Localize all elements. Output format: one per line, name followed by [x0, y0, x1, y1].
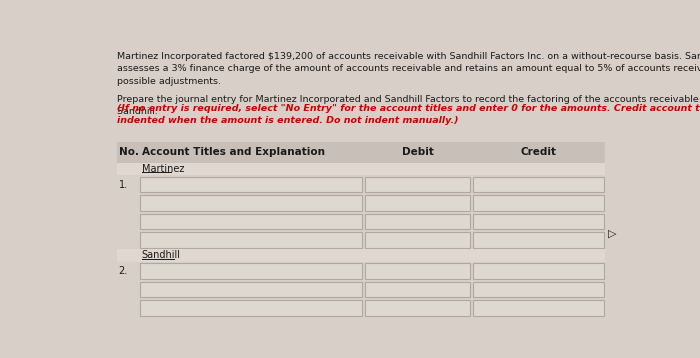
Bar	[365, 214, 470, 229]
Text: Debit: Debit	[402, 147, 433, 157]
Text: No.: No.	[118, 147, 139, 157]
Text: 2.: 2.	[118, 266, 127, 276]
Bar	[473, 300, 603, 315]
Text: Account Titles and Explanation: Account Titles and Explanation	[141, 147, 325, 157]
Bar	[117, 280, 606, 299]
Bar	[473, 177, 603, 192]
Bar	[140, 195, 362, 211]
Text: ▷: ▷	[608, 229, 617, 239]
Bar	[140, 177, 362, 192]
Bar	[365, 282, 470, 297]
Bar	[140, 214, 362, 229]
Bar	[473, 232, 603, 248]
Text: Credit: Credit	[521, 147, 556, 157]
Text: Martinez Incorporated factored $139,200 of accounts receivable with Sandhill Fac: Martinez Incorporated factored $139,200 …	[117, 52, 700, 86]
Bar	[117, 262, 606, 280]
Bar	[117, 212, 606, 231]
Bar	[117, 249, 606, 262]
Bar	[140, 232, 362, 248]
Bar	[117, 175, 606, 194]
Bar	[140, 263, 362, 279]
Bar	[140, 282, 362, 297]
Bar	[117, 299, 606, 317]
Bar	[473, 282, 603, 297]
Bar	[473, 263, 603, 279]
Bar	[140, 300, 362, 315]
Bar	[365, 177, 470, 192]
Bar	[365, 232, 470, 248]
Bar	[365, 195, 470, 211]
Bar	[365, 263, 470, 279]
Bar	[117, 231, 606, 249]
Text: (If no entry is required, select "No Entry" for the account titles and enter 0 f: (If no entry is required, select "No Ent…	[117, 104, 700, 125]
Bar	[117, 163, 606, 175]
Text: Martinez: Martinez	[141, 164, 184, 174]
Text: Sandhill: Sandhill	[141, 251, 181, 261]
Bar	[473, 195, 603, 211]
Bar	[473, 214, 603, 229]
Text: Prepare the journal entry for Martinez Incorporated and Sandhill Factors to reco: Prepare the journal entry for Martinez I…	[117, 95, 700, 116]
Bar	[117, 194, 606, 212]
Bar	[117, 141, 606, 163]
Text: 1.: 1.	[118, 180, 127, 190]
Bar	[365, 300, 470, 315]
